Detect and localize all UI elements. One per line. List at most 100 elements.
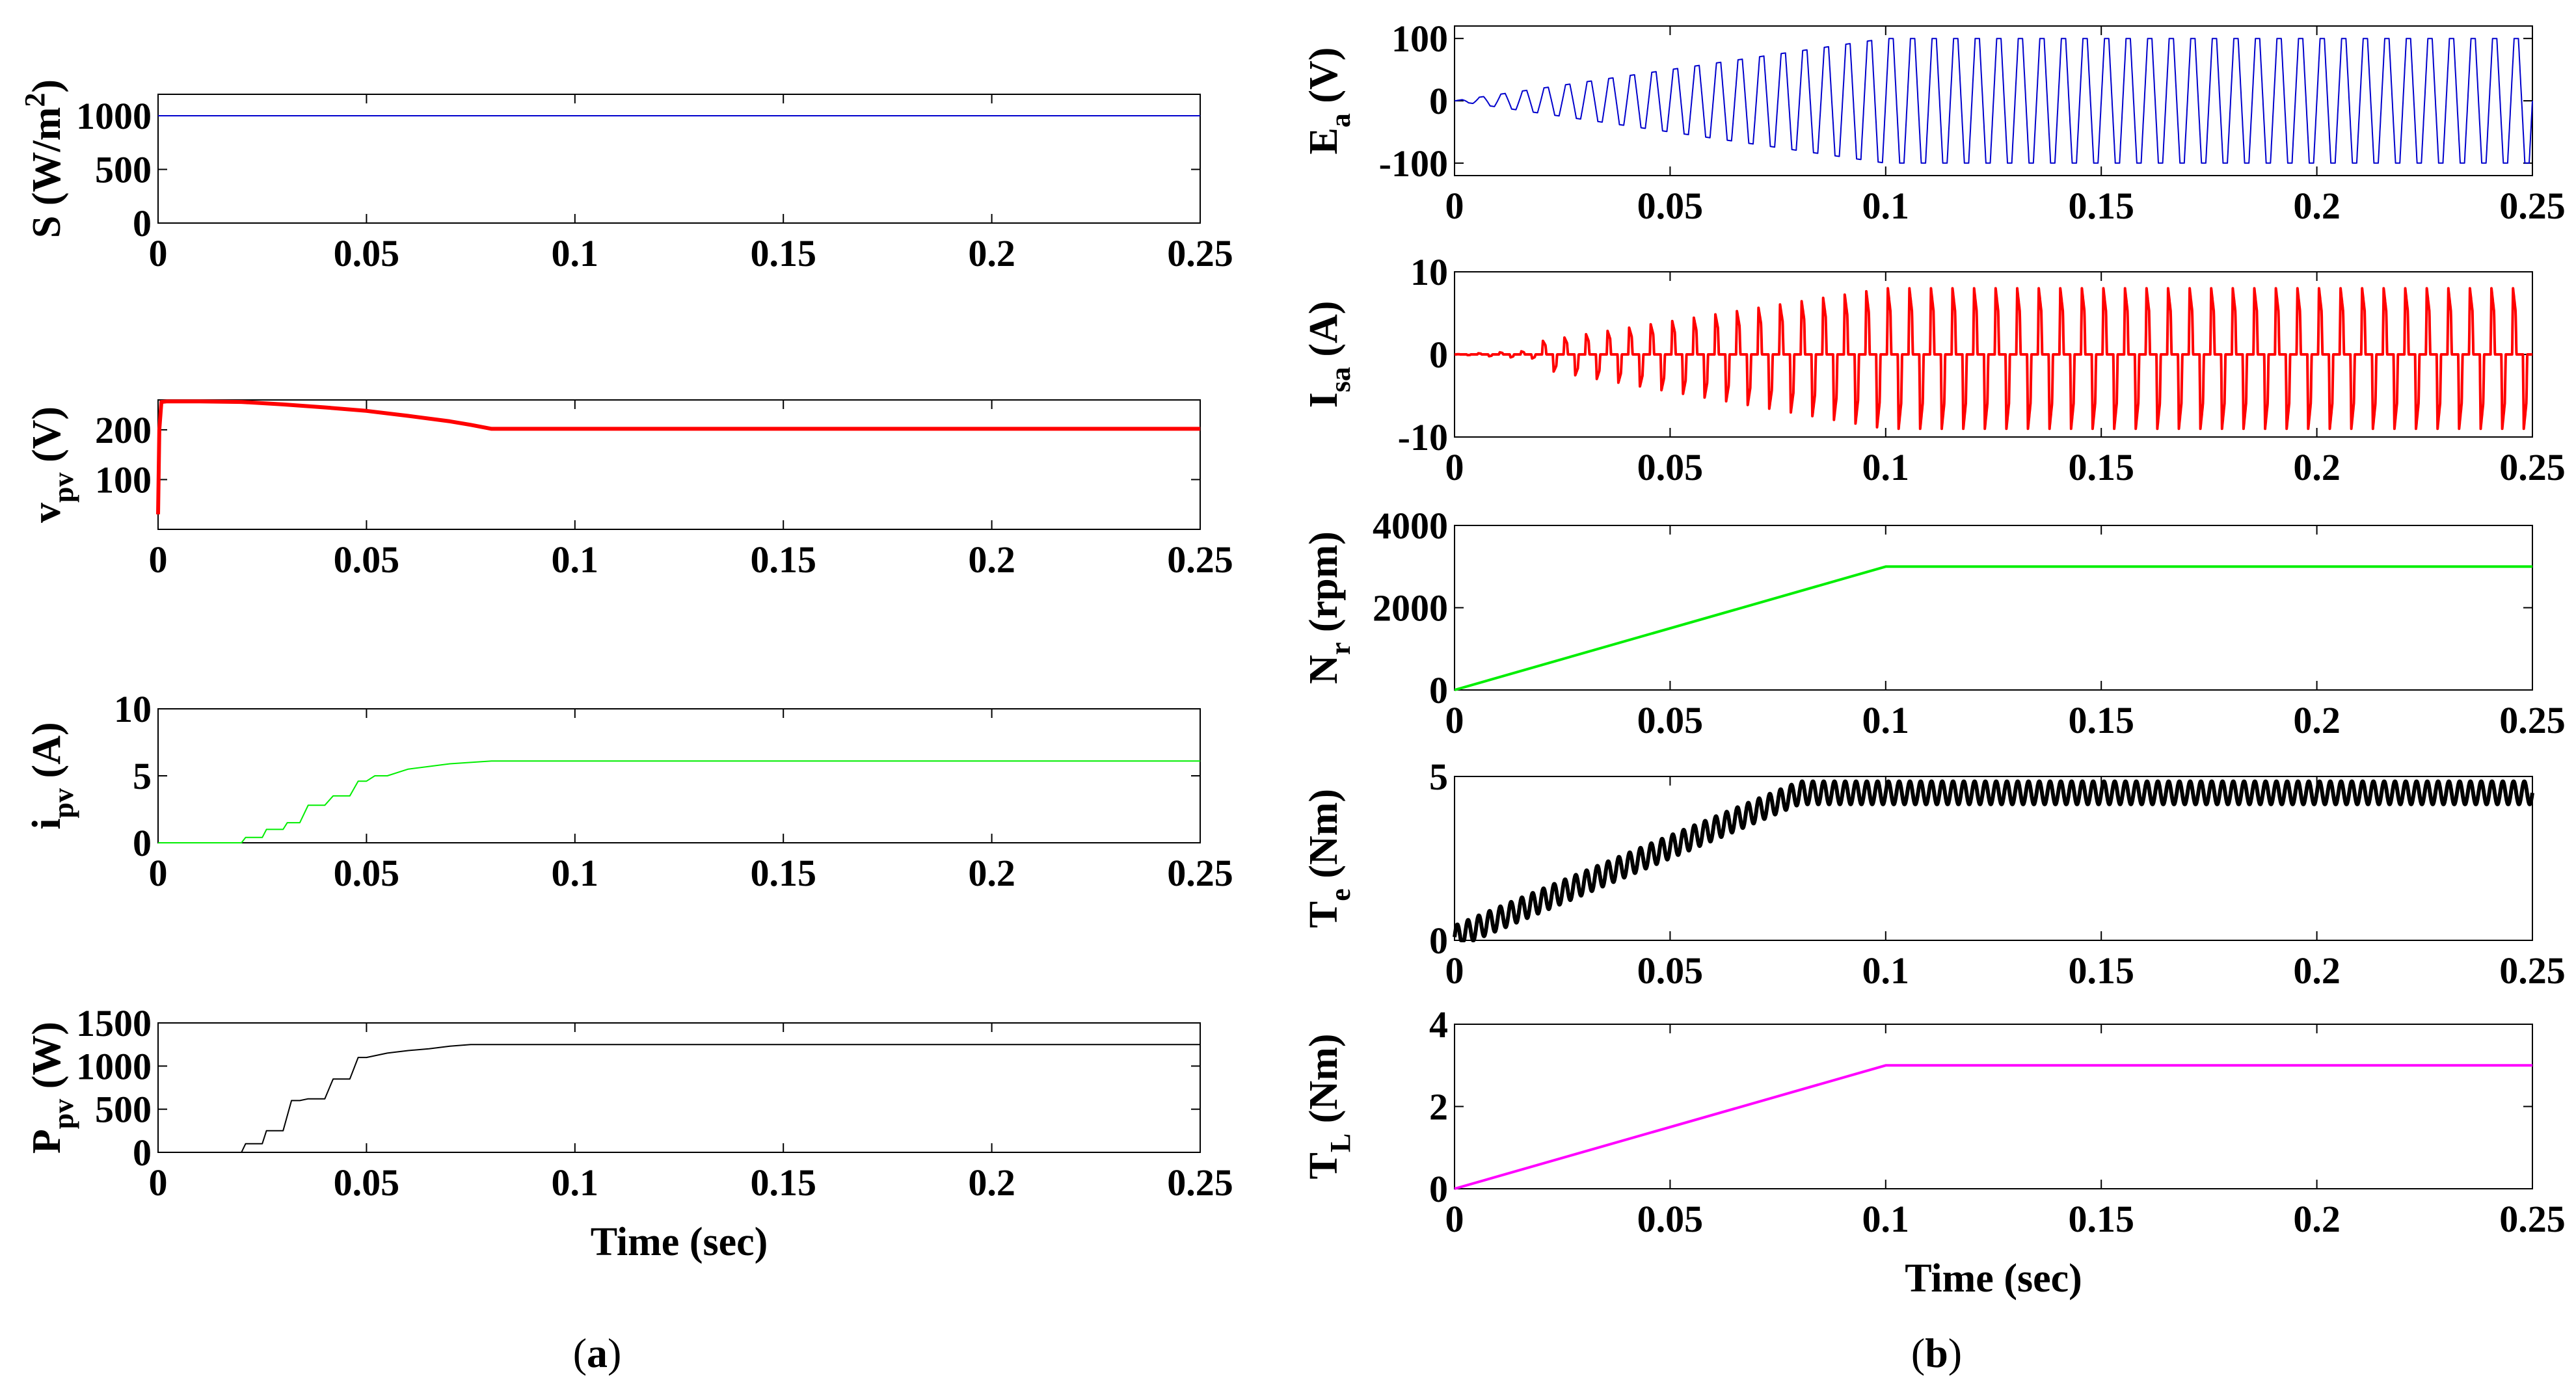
plot-area-b5 <box>1454 1024 2533 1189</box>
x-tick-label: 0.05 <box>1637 185 1704 227</box>
chart-a3: 0 0.05 0.1 0.15 0.2 0.25 0 5 10 ipv (A) <box>25 688 1233 894</box>
y-axis-label: TL (Nm) <box>1302 1034 1356 1180</box>
y-tick-label: 1000 <box>76 1045 152 1087</box>
x-tick-label: 0 <box>1445 699 1464 741</box>
y-axis-label: Ea (V) <box>1302 47 1356 155</box>
y-tick-label: 5 <box>133 755 152 797</box>
x-tick-label: 0.05 <box>334 232 400 274</box>
plot-area-b4 <box>1454 776 2533 941</box>
series-line-b4-0 <box>1453 779 2534 942</box>
y-tick-label: 4000 <box>1373 505 1448 547</box>
x-tick-label: 0.15 <box>750 232 816 274</box>
x-tick-label: 0.15 <box>750 1161 816 1204</box>
y-tick-label: 2 <box>1429 1086 1448 1128</box>
y-tick-label: 100 <box>1391 18 1448 60</box>
y-axis-label: Isa (A) <box>1302 301 1356 408</box>
x-tick-label: 0.25 <box>2499 699 2566 741</box>
y-tick-label: 5 <box>1429 756 1448 798</box>
x-tick-label: 0.15 <box>750 538 816 581</box>
x-tick-label: 0.1 <box>1862 1198 1910 1240</box>
x-tick-label: 0.1 <box>552 232 599 274</box>
x-tick-label: 0.2 <box>968 232 1015 274</box>
y-tick-label: 200 <box>95 409 152 451</box>
y-tick-label: 0 <box>1429 334 1448 376</box>
x-tick-label: 0.25 <box>1167 1161 1233 1204</box>
series-line-a2-0 <box>156 399 1200 515</box>
y-tick-label: -100 <box>1379 142 1448 185</box>
x-tick-label: 0.2 <box>2293 1198 2341 1240</box>
x-tick-label: 0.25 <box>2499 949 2566 992</box>
x-tick-label: 0.25 <box>2499 446 2566 488</box>
x-tick-label: 0.15 <box>2068 699 2134 741</box>
series-line-b1-0 <box>1454 38 2533 164</box>
y-axis-label: Nr (rpm) <box>1302 531 1356 684</box>
x-tick-label: 0.1 <box>1862 949 1910 992</box>
x-tick-label: 0.25 <box>1167 538 1233 581</box>
x-tick-label: 0.2 <box>2293 699 2341 741</box>
x-tick-label: 0.05 <box>334 852 400 894</box>
x-axis-label: Time (sec) <box>1905 1256 2082 1301</box>
x-tick-label: 0.15 <box>2068 446 2134 488</box>
y-tick-label: 10 <box>114 688 152 730</box>
x-tick-label: 0.15 <box>2068 949 2134 992</box>
x-tick-label: 0.05 <box>1637 1198 1704 1240</box>
y-axis-label: ipv (A) <box>25 722 79 829</box>
x-tick-label: 0.2 <box>968 538 1015 581</box>
x-tick-label: 0.15 <box>2068 1198 2134 1240</box>
y-tick-label: 10 <box>1410 251 1448 293</box>
x-tick-label: 0.2 <box>968 852 1015 894</box>
plot-area-a3 <box>157 708 1201 843</box>
x-tick-label: 0.1 <box>1862 185 1910 227</box>
x-tick-label: 0 <box>149 1161 168 1204</box>
y-tick-label: 100 <box>95 458 152 501</box>
x-tick-label: 0 <box>149 538 168 581</box>
plot-area-a2 <box>157 399 1201 530</box>
x-tick-label: 0.25 <box>2499 185 2566 227</box>
x-axis-label: Time (sec) <box>591 1220 768 1264</box>
x-tick-label: 0.25 <box>1167 232 1233 274</box>
x-tick-label: 0.05 <box>334 1161 400 1204</box>
x-tick-label: 0 <box>1445 1198 1464 1240</box>
y-tick-label: 500 <box>95 1089 152 1131</box>
chart-b3: 0 0.05 0.1 0.15 0.2 0.25 0 2000 4000 Nr (rpm) <box>1302 505 2566 741</box>
y-axis-label: Te (Nm) <box>1302 789 1356 928</box>
x-tick-label: 0.25 <box>1167 852 1233 894</box>
x-tick-label: 0.05 <box>334 538 400 581</box>
y-axis-label: S (W/m2) <box>19 79 69 238</box>
y-tick-label: 0 <box>133 1132 152 1174</box>
x-tick-label: 0 <box>1445 185 1464 227</box>
series-line-a3-0 <box>158 760 1200 843</box>
y-tick-label: 0 <box>1429 80 1448 122</box>
caption-b: (b) <box>1911 1330 1962 1376</box>
y-tick-label: 0 <box>1429 1168 1448 1210</box>
x-tick-label: 0.1 <box>1862 446 1910 488</box>
x-tick-label: 0.1 <box>1862 699 1910 741</box>
series-line-b5-0 <box>1454 1064 2532 1190</box>
chart-b5: 0 0.05 0.1 0.15 0.2 0.25 0 2 4 TL (Nm) Time (sec) <box>1302 1003 2566 1301</box>
x-tick-label: 0.05 <box>1637 949 1704 992</box>
plot-area-a4 <box>157 1022 1201 1153</box>
x-tick-label: 0.05 <box>1637 699 1704 741</box>
y-tick-label: 0 <box>133 202 152 245</box>
y-tick-label: 4 <box>1429 1003 1448 1046</box>
x-tick-label: 0.05 <box>1637 446 1704 488</box>
y-tick-label: 0 <box>1429 669 1448 711</box>
y-tick-label: 1500 <box>76 1002 152 1044</box>
x-tick-label: 0.15 <box>2068 185 2134 227</box>
y-tick-label: 1000 <box>76 95 152 137</box>
x-tick-label: 0.2 <box>968 1161 1015 1204</box>
x-tick-label: 0.2 <box>2293 949 2341 992</box>
x-tick-label: 0 <box>1445 446 1464 488</box>
series-line-b2-0 <box>1453 287 2534 431</box>
y-tick-label: 0 <box>133 822 152 864</box>
x-tick-label: 0.1 <box>552 538 599 581</box>
x-tick-label: 0 <box>149 852 168 894</box>
caption-a: (a) <box>573 1330 622 1376</box>
y-tick-label: -10 <box>1398 416 1448 458</box>
